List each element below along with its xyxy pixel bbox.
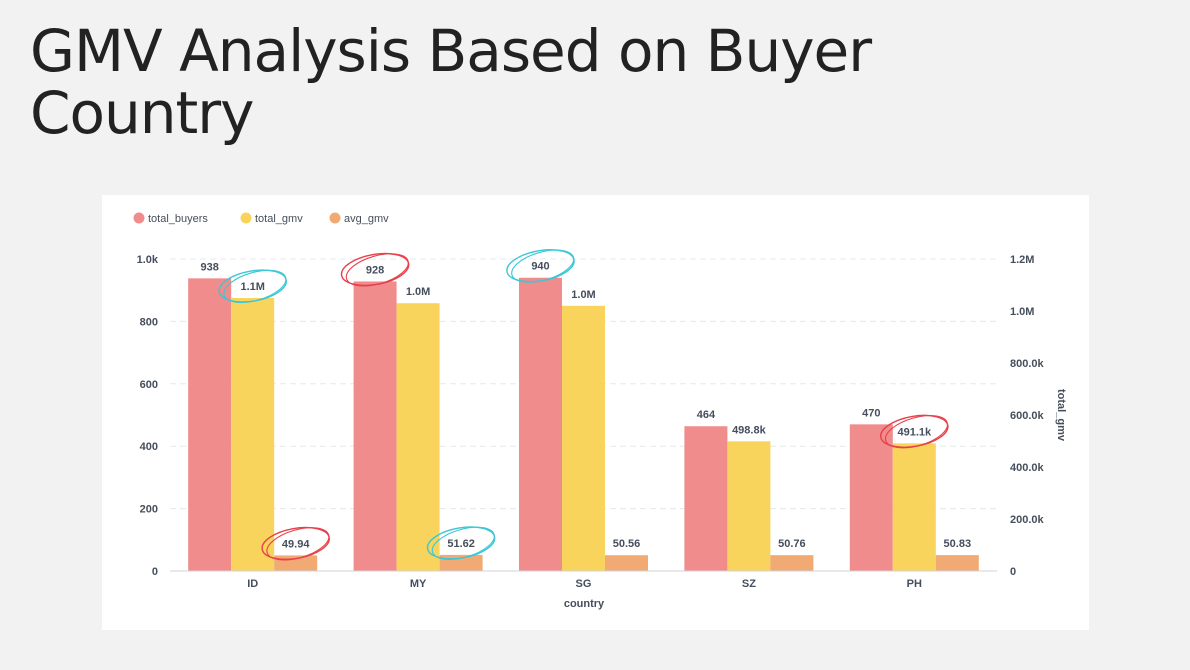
right-tick-label: 1.2M [1010, 254, 1034, 266]
bar-total_buyers [353, 281, 397, 571]
legend-marker [329, 212, 341, 224]
right-tick-label: 400.0k [1010, 462, 1045, 474]
legend: total_buyers total_gmv avg_gmv [133, 212, 389, 225]
annotation-circle-stroke [511, 249, 575, 283]
right-tick-label: 200.0k [1010, 514, 1045, 526]
x-axis-title: country [564, 598, 605, 610]
slide-title: GMV Analysis Based on Buyer Country [30, 17, 872, 147]
data-label-avg_gmv: 50.76 [778, 538, 806, 550]
data-label-avg_gmv: 50.56 [613, 538, 641, 550]
data-label-total_buyers: 928 [366, 264, 384, 276]
bar-avg_gmv [605, 555, 648, 571]
bar-total_gmv [231, 298, 275, 571]
bar-total_buyers [519, 277, 562, 571]
bar-chart: total_buyers total_gmv avg_gmv 0 200 400 600 8… [133, 212, 1067, 610]
chart-card: total_buyers total_gmv avg_gmv 0 200 400 600 8… [102, 195, 1089, 630]
x-tick-label: PH [907, 578, 922, 590]
left-tick-label: 800 [140, 316, 158, 328]
data-label-total_gmv: 1.0M [406, 286, 430, 298]
left-y-axis: 0 200 400 600 800 1.0k [137, 254, 159, 578]
data-label-total_gmv: 498.8k [732, 424, 767, 436]
legend-marker [240, 212, 252, 224]
legend-label: avg_gmv [344, 213, 389, 225]
data-label-total_gmv: 491.1k [897, 426, 932, 438]
bar-total_buyers [684, 426, 728, 571]
x-tick-label: SZ [742, 578, 756, 590]
data-label-total_buyers: 940 [531, 261, 549, 273]
bars [188, 277, 979, 571]
bar-total_gmv [892, 443, 936, 571]
left-tick-label: 200 [140, 504, 158, 516]
bar-total_buyers [849, 424, 893, 571]
data-labels: 938 1.1M 49.94 928 1.0M 51.62 940 1.0M 50.56 464 4… [201, 261, 972, 551]
right-tick-label: 1.0M [1010, 306, 1034, 318]
right-tick-label: 800.0k [1010, 358, 1045, 370]
data-label-total_buyers: 470 [862, 407, 880, 419]
annotation-circle-stroke [884, 415, 949, 449]
data-label-avg_gmv: 50.83 [944, 538, 972, 550]
bar-avg_gmv [274, 555, 318, 571]
left-tick-label: 600 [140, 379, 158, 391]
data-label-total_gmv: 1.0M [571, 289, 595, 301]
annotation-circle-stroke [345, 253, 409, 287]
data-label-total_buyers: 938 [201, 261, 219, 273]
x-axis: ID MY SG SZ PH [247, 578, 922, 590]
annotation-circle-stroke [266, 527, 330, 561]
left-tick-label: 400 [140, 441, 158, 453]
annotation-circle-stroke [223, 269, 287, 304]
x-tick-label: MY [410, 578, 427, 590]
right-tick-label: 0 [1010, 566, 1016, 578]
bar-avg_gmv [439, 554, 483, 571]
left-tick-label: 1.0k [137, 254, 159, 266]
x-tick-label: SG [576, 578, 592, 590]
right-y-axis: 0 200.0k 400.0k 600.0k 800.0k 1.0M 1.2M [1010, 254, 1045, 578]
legend-label: total_gmv [255, 213, 303, 225]
right-axis-title: total_gmv [1055, 389, 1067, 442]
legend-label: total_buyers [148, 213, 208, 225]
annotation-circle-stroke [431, 526, 495, 560]
bar-avg_gmv [770, 555, 814, 571]
bar-avg_gmv [935, 555, 979, 571]
bar-total_gmv [727, 441, 771, 571]
right-tick-label: 600.0k [1010, 410, 1045, 422]
data-label-total_buyers: 464 [697, 409, 716, 421]
left-tick-label: 0 [152, 566, 158, 578]
bar-total_buyers [188, 278, 232, 571]
bar-total_gmv [396, 303, 440, 571]
legend-marker [133, 212, 145, 224]
bar-total_gmv [562, 305, 605, 571]
x-tick-label: ID [247, 578, 258, 590]
data-label-total_gmv: 1.1M [240, 281, 264, 293]
annotations [218, 249, 949, 561]
data-label-avg_gmv: 51.62 [447, 538, 475, 550]
data-label-avg_gmv: 49.94 [282, 538, 310, 550]
